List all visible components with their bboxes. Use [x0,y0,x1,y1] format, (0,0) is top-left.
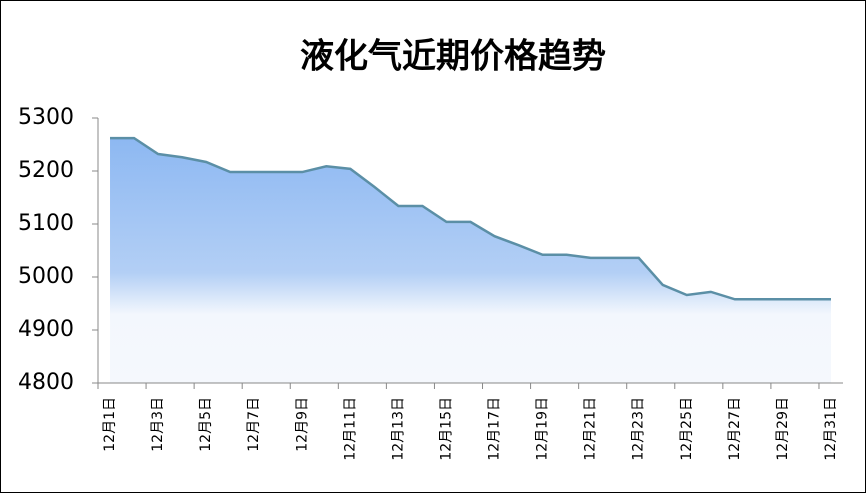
area [110,138,831,383]
y-tick-label: 4800 [18,370,74,395]
x-tick-label: 12月5日 [198,397,214,452]
x-tick-label: 12月13日 [390,397,406,461]
x-tick-label: 12月31日 [823,397,839,461]
line [110,136,831,301]
x-tick-label: 12月23日 [631,397,647,461]
x-tick-label: 12月15日 [438,397,454,461]
y-tick-label: 5200 [18,158,74,183]
x-tick-label: 12月27日 [727,397,743,461]
x-tick-label: 12月29日 [775,397,791,461]
x-tick-label: 12月21日 [583,397,599,461]
y-tick-label: 5100 [18,211,74,236]
x-tick-label: 12月17日 [487,397,503,461]
y-tick-label: 4900 [18,317,74,342]
x-tick-label: 12月11日 [342,397,358,461]
x-tick-label: 12月3日 [150,397,166,452]
x-tick-label: 12月25日 [679,397,695,461]
y-tick-label: 5300 [18,105,74,130]
x-tick-label: 12月19日 [535,397,551,461]
x-tick-label: 12月7日 [246,397,262,452]
x-tick-label: 12月9日 [294,397,310,452]
y-tick-label: 5000 [18,264,74,289]
chart-title: 液化气近期价格趋势 [300,37,606,77]
x-tick-label: 12月1日 [102,397,118,452]
